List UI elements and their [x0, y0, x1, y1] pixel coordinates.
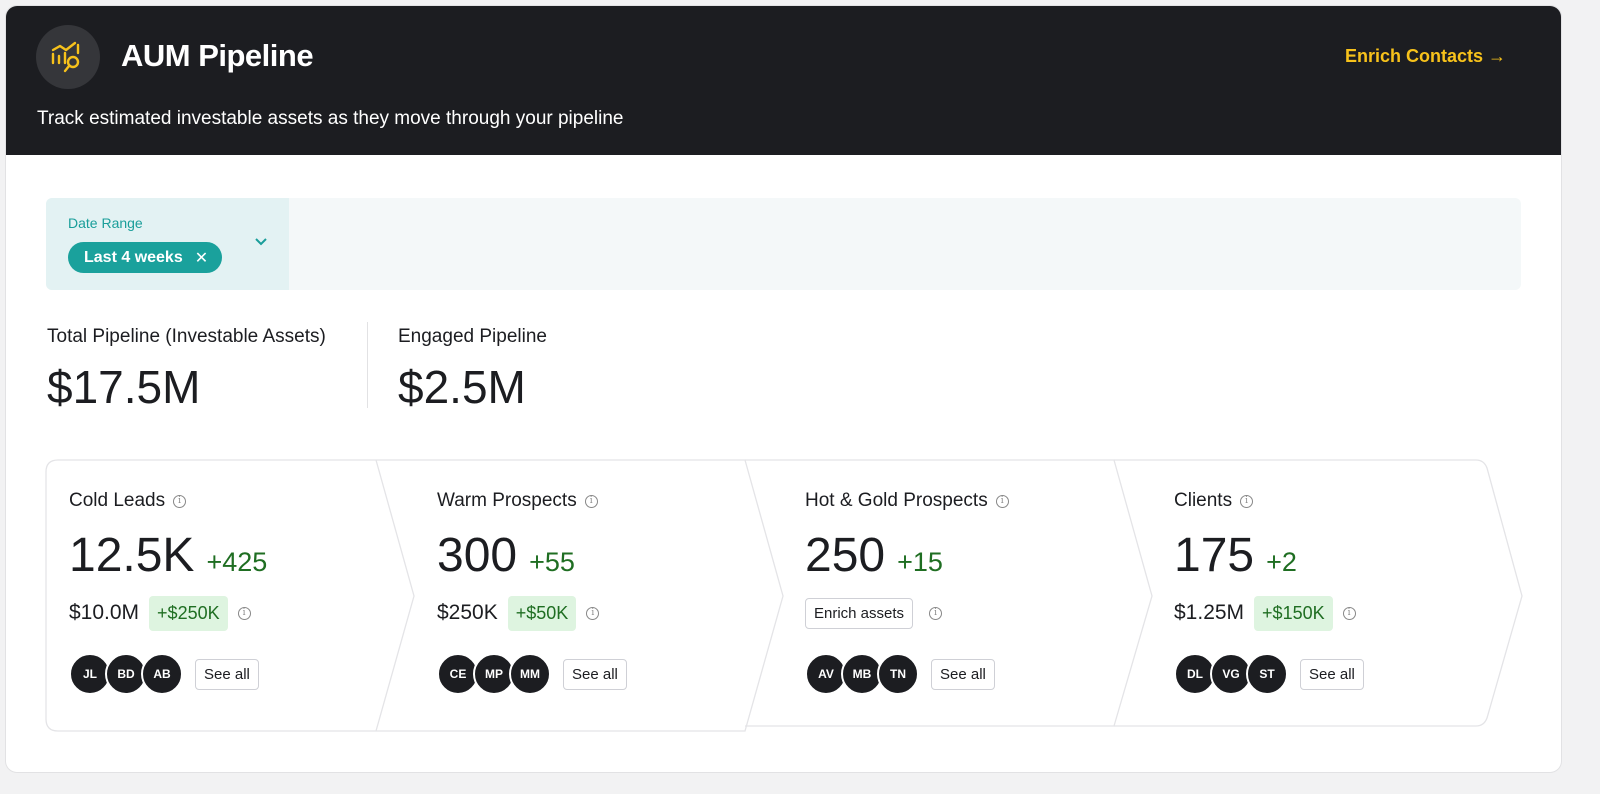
stage-name: Warm Prospects: [437, 490, 577, 511]
avatar[interactable]: JL: [69, 653, 111, 695]
info-icon[interactable]: i: [929, 606, 943, 620]
assets-delta-badge: +$150K: [1254, 595, 1333, 631]
avatar[interactable]: TN: [877, 653, 919, 695]
stage-hot-gold-prospects: Hot & Gold Prospects i 250 +15 Enrich asse…: [805, 490, 1009, 695]
avatar[interactable]: CE: [437, 653, 479, 695]
metric-label: Total Pipeline (Investable Assets): [47, 326, 326, 347]
stage-name: Hot & Gold Prospects: [805, 490, 988, 511]
see-all-button[interactable]: See all: [563, 658, 627, 690]
info-icon[interactable]: i: [584, 494, 598, 508]
chart-search-icon: [36, 25, 100, 89]
date-range-filter[interactable]: Date Range Last 4 weeks ✕: [46, 198, 289, 290]
avatar[interactable]: DL: [1174, 653, 1216, 695]
funnel-outline: [45, 459, 1523, 732]
avatar[interactable]: ST: [1246, 653, 1288, 695]
chevron-down-icon[interactable]: [254, 234, 268, 250]
info-icon[interactable]: i: [1342, 606, 1356, 620]
stage-count-delta: +55: [529, 547, 575, 577]
info-icon[interactable]: i: [237, 606, 251, 620]
see-all-button[interactable]: See all: [1300, 658, 1364, 690]
page-subtitle: Track estimated investable assets as the…: [37, 108, 624, 129]
stage-name: Clients: [1174, 490, 1233, 511]
metric-value: $17.5M: [47, 361, 201, 413]
assets-delta-badge: +$250K: [149, 595, 228, 631]
avatar[interactable]: MB: [841, 653, 883, 695]
date-range-value: Last 4 weeks: [84, 248, 183, 266]
enrich-contacts-link[interactable]: Enrich Contacts →: [1344, 46, 1506, 66]
stage-cold-leads: Cold Leads i 12.5K +425 $10.0M +$250K i JL BD…: [69, 490, 267, 695]
avatar[interactable]: AB: [141, 653, 183, 695]
metric-value: $2.5M: [398, 361, 526, 413]
engaged-pipeline-metric: Engaged Pipeline $2.5M: [398, 326, 547, 414]
info-icon[interactable]: i: [586, 606, 600, 620]
stage-count: 175: [1174, 529, 1255, 582]
aum-pipeline-panel: AUM Pipeline Track estimated investable …: [5, 5, 1562, 773]
header: AUM Pipeline Track estimated investable …: [6, 6, 1561, 155]
see-all-button[interactable]: See all: [195, 658, 259, 690]
metric-label: Engaged Pipeline: [398, 326, 547, 347]
stage-count-delta: +2: [1266, 547, 1297, 577]
date-range-label: Date Range: [68, 215, 143, 231]
info-icon[interactable]: i: [1240, 494, 1254, 508]
info-icon[interactable]: i: [995, 494, 1009, 508]
stage-count: 12.5K: [69, 529, 195, 582]
stage-count: 250: [805, 529, 886, 582]
clear-icon[interactable]: ✕: [194, 249, 209, 267]
total-pipeline-metric: Total Pipeline (Investable Assets) $17.5…: [47, 326, 326, 414]
info-icon[interactable]: i: [173, 494, 187, 508]
see-all-button[interactable]: See all: [931, 658, 995, 690]
stage-assets: $250K: [437, 601, 498, 624]
stage-count: 300: [437, 529, 518, 582]
stage-warm-prospects: Warm Prospects i 300 +55 $250K +$50K i CE MP M…: [437, 490, 627, 695]
avatar[interactable]: MM: [509, 653, 551, 695]
filter-bar: Date Range Last 4 weeks ✕: [46, 198, 1521, 290]
divider: [367, 322, 368, 408]
stage-assets: $10.0M: [69, 601, 140, 624]
assets-delta-badge: +$50K: [507, 595, 577, 631]
stage-name: Cold Leads: [69, 490, 166, 511]
enrich-assets-button[interactable]: Enrich assets: [805, 597, 914, 629]
avatar[interactable]: AV: [805, 653, 847, 695]
stage-assets: $1.25M: [1174, 601, 1245, 624]
stage-count-delta: +15: [897, 547, 943, 577]
page-title: AUM Pipeline: [121, 38, 314, 73]
date-range-chip: Last 4 weeks ✕: [68, 242, 223, 273]
stage-count-delta: +425: [206, 547, 268, 577]
stage-clients: Clients i 175 +2 $1.25M +$150K i DL VG ST See a…: [1174, 490, 1364, 695]
